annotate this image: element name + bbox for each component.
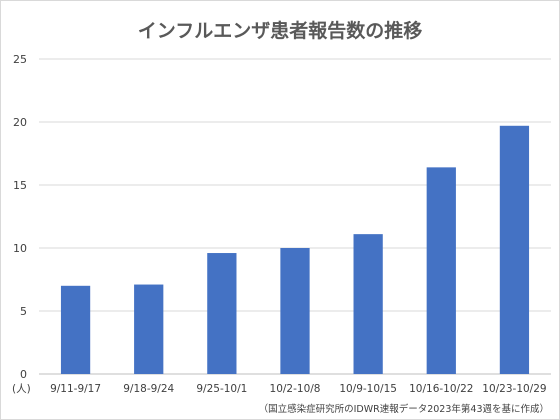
y-tick-label: 10 (13, 242, 27, 255)
x-tick-label: 9/11-9/17 (50, 383, 101, 395)
y-tick-label: 20 (13, 116, 27, 129)
y-tick-label: 5 (20, 305, 27, 318)
bar-7 (499, 125, 530, 374)
bar-4 (280, 248, 310, 374)
source-note: （国立感染症研究所のIDWR速報データ2023年第43週を基に作成） (259, 403, 549, 415)
bars (60, 125, 530, 374)
x-axis-ticks: 9/11-9/17 9/18-9/24 9/25-10/1 10/2-10/8 10/9… (50, 383, 546, 395)
x-tick-label: 10/9-10/15 (339, 383, 397, 395)
y-axis-ticks: 0 5 10 15 20 25 (13, 53, 27, 381)
bar-6 (426, 167, 456, 374)
x-tick-label: 10/2-10/8 (270, 383, 321, 395)
bar-3 (207, 253, 237, 374)
y-axis-unit-label: (人) (12, 383, 31, 395)
x-tick-label: 10/23-10/29 (482, 383, 546, 395)
y-tick-label: 0 (20, 368, 27, 381)
x-tick-label: 9/18-9/24 (123, 383, 174, 395)
x-tick-label: 10/16-10/22 (409, 383, 473, 395)
x-tick-label: 9/25-10/1 (196, 383, 247, 395)
bar-1 (60, 285, 91, 374)
y-tick-label: 15 (13, 179, 27, 192)
bar-5 (353, 234, 383, 374)
bar-2 (134, 284, 164, 374)
chart-title: インフルエンザ患者報告数の推移 (138, 19, 422, 42)
y-tick-label: 25 (13, 53, 27, 66)
